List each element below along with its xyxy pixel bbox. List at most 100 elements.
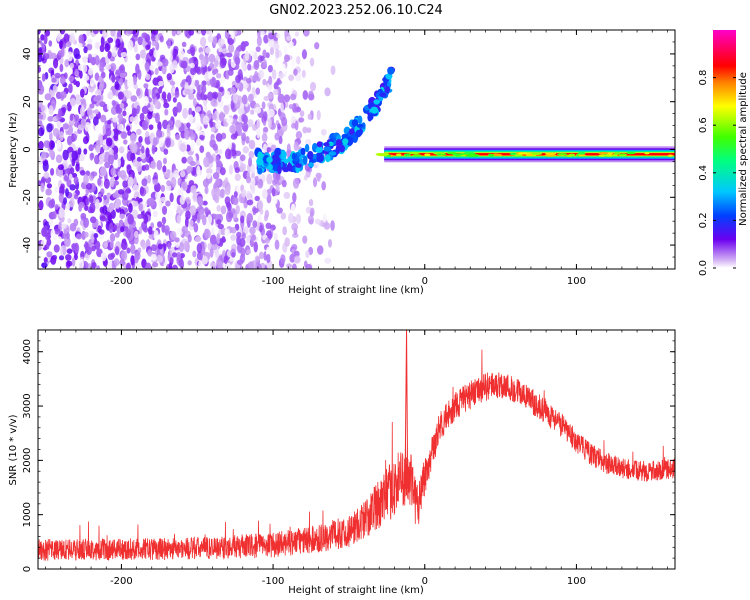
heatmap-noise-cell xyxy=(155,190,160,201)
heatmap-noise-cell xyxy=(147,249,153,257)
heatmap-noise-cell xyxy=(109,233,116,243)
heatmap-noise-cell xyxy=(84,205,89,211)
heatmap-noise-cell xyxy=(38,30,41,35)
heatmap-noise-cell xyxy=(149,65,155,71)
heatmap-noise-cell xyxy=(164,225,170,234)
heatmap-noise-cell xyxy=(207,91,214,101)
heatmap-noise-cell xyxy=(65,254,72,261)
y-tick-label: 2000 xyxy=(22,448,33,473)
heatmap-noise-cell xyxy=(119,102,125,109)
heatmap-noise-cell xyxy=(211,68,217,76)
heatmap-noise-cell xyxy=(125,112,130,119)
heatmap-chirp-cell xyxy=(383,77,388,87)
spectrogram-x-label: Height of straight line (km) xyxy=(288,285,424,296)
heatmap-noise-cell xyxy=(151,40,157,47)
heatmap-noise-cell xyxy=(259,55,265,62)
heatmap-noise-cell xyxy=(97,225,102,233)
heatmap-noise-cell xyxy=(77,147,82,155)
heatmap-noise-cell xyxy=(61,223,67,229)
heatmap-noise-cell xyxy=(80,118,87,128)
heatmap-noise-cell xyxy=(71,150,79,161)
heatmap-noise-cell xyxy=(169,230,177,241)
heatmap-noise-cell xyxy=(79,106,85,117)
heatmap-noise-cell xyxy=(122,180,129,188)
heatmap-noise-cell xyxy=(48,40,53,47)
heatmap-noise-cell xyxy=(224,228,229,236)
heatmap-noise-cell xyxy=(56,33,61,42)
heatmap-noise-cell xyxy=(107,253,115,261)
heatmap-chirp-cell xyxy=(316,153,325,163)
heatmap-noise-cell xyxy=(59,130,64,142)
heatmap-chirp-cell xyxy=(356,123,364,128)
heatmap-noise-cell xyxy=(54,72,61,79)
heatmap-noise-cell xyxy=(268,75,273,86)
heatmap-noise-cell xyxy=(141,178,148,187)
heatmap-noise-cell xyxy=(151,262,159,268)
heatmap-noise-cell xyxy=(95,95,102,101)
heatmap-noise-cell xyxy=(154,34,159,43)
heatmap-noise-cell xyxy=(189,205,197,216)
heatmap-noise-cell xyxy=(296,55,301,65)
heatmap-noise-cell xyxy=(148,197,155,207)
heatmap-noise-cell xyxy=(69,98,77,107)
heatmap-noise-cell xyxy=(254,255,260,263)
heatmap-tone-cell xyxy=(408,151,420,155)
heatmap-noise-cell xyxy=(276,77,281,85)
heatmap-noise-cell xyxy=(293,141,299,152)
heatmap-noise-cell xyxy=(266,253,271,264)
heatmap-noise-cell xyxy=(144,61,150,71)
heatmap-noise-cell xyxy=(216,73,222,79)
x-tick-label: -100 xyxy=(262,276,285,287)
heatmap-noise-cell xyxy=(140,49,146,59)
heatmap-noise-cell xyxy=(38,66,42,73)
heatmap-noise-cell xyxy=(117,31,122,38)
heatmap-noise-cell xyxy=(271,187,276,197)
heatmap-noise-cell xyxy=(161,58,169,67)
heatmap-noise-cell xyxy=(185,210,191,220)
heatmap-noise-cell xyxy=(50,140,56,149)
heatmap-noise-cell xyxy=(118,189,125,195)
heatmap-noise-cell xyxy=(292,192,297,203)
heatmap-noise-cell xyxy=(157,221,163,228)
heatmap-noise-cell xyxy=(286,35,292,41)
heatmap-noise-cell xyxy=(107,37,114,44)
heatmap-noise-cell xyxy=(298,117,305,123)
heatmap-noise-cell xyxy=(43,140,51,149)
heatmap-noise-cell xyxy=(180,170,186,178)
heatmap-noise-cell xyxy=(57,108,62,119)
heatmap-noise-cell xyxy=(269,47,275,56)
heatmap-chirp-cell xyxy=(355,129,362,138)
y-tick-label: 4000 xyxy=(22,339,33,364)
heatmap-noise-cell xyxy=(130,152,135,161)
heatmap-noise-cell xyxy=(66,168,72,176)
heatmap-chirp-cell xyxy=(349,128,355,135)
heatmap-noise-cell xyxy=(43,33,48,45)
heatmap-noise-cell xyxy=(221,235,226,243)
heatmap-noise-cell xyxy=(126,247,131,254)
heatmap-noise-cell xyxy=(145,73,151,81)
heatmap-noise-cell xyxy=(165,137,171,148)
heatmap-noise-cell xyxy=(160,196,167,203)
heatmap-noise-cell xyxy=(56,139,62,150)
heatmap-noise-cell xyxy=(259,224,263,233)
heatmap-noise-cell xyxy=(65,41,72,48)
heatmap-noise-cell xyxy=(166,73,172,81)
heatmap-noise-cell xyxy=(115,38,121,48)
heatmap-noise-cell xyxy=(159,35,164,43)
heatmap-noise-cell xyxy=(263,111,268,122)
heatmap-noise-cell xyxy=(248,260,254,269)
heatmap-noise-cell xyxy=(241,94,248,105)
heatmap-noise-cell xyxy=(157,121,162,132)
heatmap-noise-cell xyxy=(88,54,93,64)
heatmap-noise-cell xyxy=(181,41,187,48)
heatmap-noise-cell xyxy=(129,116,135,123)
heatmap-noise-cell xyxy=(118,77,124,86)
heatmap-noise-cell xyxy=(71,243,78,250)
heatmap-noise-cell xyxy=(202,255,208,265)
y-tick-label: 20 xyxy=(22,95,33,108)
heatmap-noise-cell xyxy=(94,55,100,66)
heatmap-noise-cell xyxy=(49,148,54,158)
heatmap-chirp-cell xyxy=(302,155,308,165)
heatmap-noise-cell xyxy=(160,184,166,193)
